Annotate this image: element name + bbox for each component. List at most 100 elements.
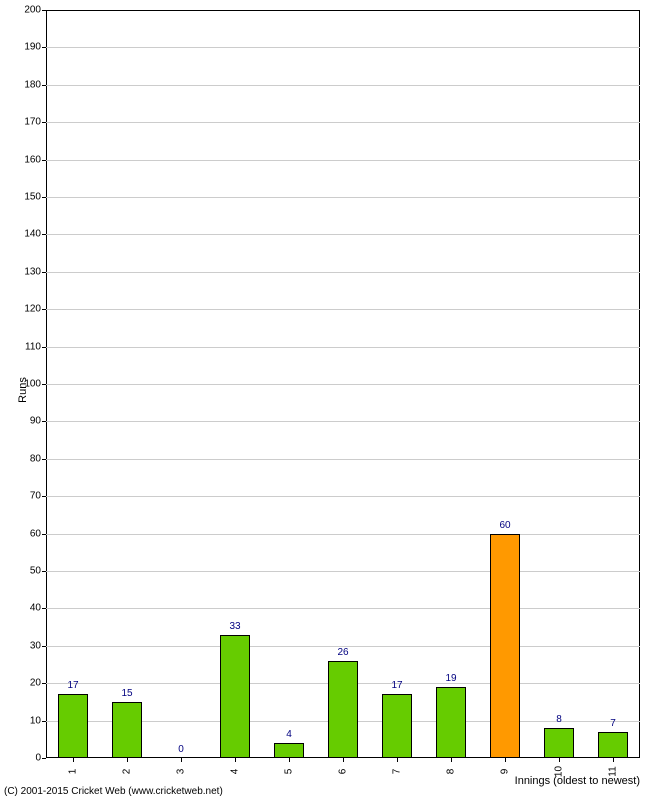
bar bbox=[220, 635, 250, 758]
y-tick-label: 180 bbox=[24, 79, 41, 90]
x-tick-mark bbox=[451, 758, 452, 762]
y-tick-mark bbox=[42, 646, 46, 647]
x-tick-mark bbox=[289, 758, 290, 762]
x-axis-title: Innings (oldest to newest) bbox=[515, 775, 640, 787]
bar-value-label: 19 bbox=[445, 673, 456, 684]
y-tick-mark bbox=[42, 496, 46, 497]
y-tick-label: 150 bbox=[24, 192, 41, 203]
y-tick-label: 110 bbox=[25, 341, 41, 352]
grid-line bbox=[46, 571, 640, 572]
grid-line bbox=[46, 384, 640, 385]
x-tick-mark bbox=[613, 758, 614, 762]
x-tick-mark bbox=[397, 758, 398, 762]
y-axis-title: Runs bbox=[17, 377, 29, 403]
x-tick-label: 9 bbox=[500, 769, 511, 775]
grid-line bbox=[46, 421, 640, 422]
y-tick-mark bbox=[42, 758, 46, 759]
chart-container: 0102030405060708090100110120130140150160… bbox=[0, 0, 650, 800]
y-tick-mark bbox=[42, 459, 46, 460]
y-tick-label: 130 bbox=[24, 266, 41, 277]
x-tick-label: 7 bbox=[392, 769, 403, 775]
y-tick-label: 30 bbox=[30, 640, 41, 651]
bar bbox=[274, 743, 304, 758]
y-tick-mark bbox=[42, 234, 46, 235]
y-tick-label: 200 bbox=[24, 5, 41, 16]
y-tick-label: 0 bbox=[35, 753, 41, 764]
bar-value-label: 7 bbox=[610, 718, 616, 729]
y-tick-label: 90 bbox=[30, 416, 41, 427]
y-tick-mark bbox=[42, 85, 46, 86]
y-tick-label: 60 bbox=[30, 528, 41, 539]
grid-line bbox=[46, 608, 640, 609]
bar-value-label: 26 bbox=[337, 647, 348, 658]
bar-value-label: 0 bbox=[178, 744, 184, 755]
y-tick-mark bbox=[42, 309, 46, 310]
y-tick-mark bbox=[42, 272, 46, 273]
x-tick-mark bbox=[235, 758, 236, 762]
bar-value-label: 17 bbox=[391, 680, 402, 691]
bar-value-label: 60 bbox=[499, 520, 510, 531]
y-tick-label: 10 bbox=[30, 715, 41, 726]
y-tick-mark bbox=[42, 122, 46, 123]
y-tick-mark bbox=[42, 421, 46, 422]
x-tick-mark bbox=[343, 758, 344, 762]
y-tick-mark bbox=[42, 384, 46, 385]
y-tick-mark bbox=[42, 47, 46, 48]
bar-value-label: 17 bbox=[67, 680, 78, 691]
y-tick-mark bbox=[42, 571, 46, 572]
y-tick-mark bbox=[42, 608, 46, 609]
bar bbox=[382, 694, 412, 758]
x-tick-label: 5 bbox=[284, 769, 295, 775]
grid-line bbox=[46, 309, 640, 310]
y-tick-mark bbox=[42, 160, 46, 161]
y-tick-mark bbox=[42, 534, 46, 535]
y-tick-label: 160 bbox=[24, 154, 41, 165]
grid-line bbox=[46, 47, 640, 48]
x-tick-label: 4 bbox=[230, 769, 241, 775]
grid-line bbox=[46, 459, 640, 460]
x-tick-mark bbox=[559, 758, 560, 762]
x-tick-label: 3 bbox=[176, 769, 187, 775]
y-tick-mark bbox=[42, 683, 46, 684]
x-tick-label: 2 bbox=[122, 769, 133, 775]
y-tick-label: 50 bbox=[30, 566, 41, 577]
y-tick-label: 190 bbox=[24, 42, 41, 53]
x-tick-mark bbox=[181, 758, 182, 762]
bar bbox=[490, 534, 520, 758]
x-tick-label: 8 bbox=[446, 769, 457, 775]
bar-value-label: 8 bbox=[556, 714, 562, 725]
bar bbox=[436, 687, 466, 758]
bar-value-label: 15 bbox=[121, 688, 132, 699]
bar-value-label: 4 bbox=[286, 729, 292, 740]
grid-line bbox=[46, 85, 640, 86]
grid-line bbox=[46, 496, 640, 497]
x-tick-label: 1 bbox=[68, 769, 79, 775]
x-tick-mark bbox=[505, 758, 506, 762]
y-tick-label: 40 bbox=[30, 603, 41, 614]
y-tick-label: 70 bbox=[30, 491, 41, 502]
y-tick-label: 120 bbox=[24, 304, 41, 315]
y-tick-label: 80 bbox=[30, 453, 41, 464]
grid-line bbox=[46, 234, 640, 235]
y-tick-mark bbox=[42, 197, 46, 198]
grid-line bbox=[46, 197, 640, 198]
copyright-text: (C) 2001-2015 Cricket Web (www.cricketwe… bbox=[4, 786, 223, 797]
x-tick-mark bbox=[73, 758, 74, 762]
grid-line bbox=[46, 347, 640, 348]
plot-area: 0102030405060708090100110120130140150160… bbox=[46, 10, 640, 758]
y-tick-label: 170 bbox=[24, 117, 41, 128]
grid-line bbox=[46, 534, 640, 535]
bar bbox=[328, 661, 358, 758]
bar bbox=[544, 728, 574, 758]
bar bbox=[58, 694, 88, 758]
bar bbox=[598, 732, 628, 758]
grid-line bbox=[46, 160, 640, 161]
y-tick-mark bbox=[42, 721, 46, 722]
y-tick-label: 140 bbox=[24, 229, 41, 240]
grid-line bbox=[46, 272, 640, 273]
x-tick-mark bbox=[127, 758, 128, 762]
bar-value-label: 33 bbox=[229, 621, 240, 632]
x-tick-label: 6 bbox=[338, 769, 349, 775]
bar bbox=[112, 702, 142, 758]
y-tick-mark bbox=[42, 347, 46, 348]
